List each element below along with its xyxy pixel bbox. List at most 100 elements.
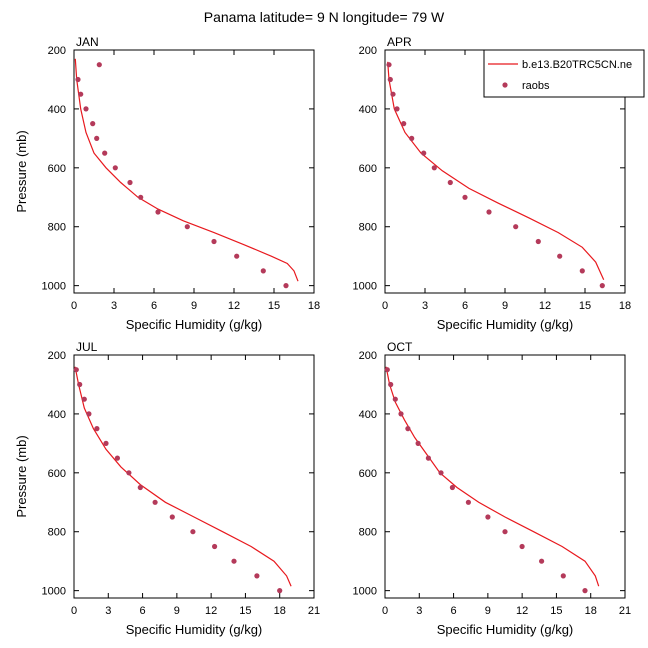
page-title: Panama latitude= 9 N longitude= 79 W [204,9,445,25]
raobs-point [83,106,89,112]
y-axis-label: Pressure (mb) [14,435,29,517]
raobs-point [169,514,175,520]
raobs-point [138,194,144,200]
x-tick-label: 0 [382,605,388,617]
raobs-point [425,455,431,461]
raobs-point [394,106,400,112]
raobs-point [94,135,100,141]
raobs-point [438,470,444,476]
raobs-point [449,484,455,491]
raobs-point [78,91,84,97]
x-tick-label: 6 [140,605,146,617]
raobs-point [535,238,541,245]
x-tick-label: 12 [205,605,217,617]
x-tick-label: 15 [239,605,251,617]
raobs-point [388,381,394,388]
model-line [74,366,292,587]
raobs-point [519,543,525,550]
raobs-point [421,150,427,156]
raobs-point [94,426,100,432]
y-tick-label: 200 [359,45,377,57]
raobs-point [384,367,390,373]
raobs-point [582,588,588,594]
model-line [74,58,299,282]
plot-frame [73,354,315,599]
panel-jul: 0 3 6 9 12 15 18 21 200 400 600 800 1000 JUL Specific … [14,340,320,637]
x-tick-label: 12 [516,605,528,617]
raobs-point [260,268,266,274]
raobs-point [90,121,96,127]
raobs-point [212,543,218,550]
raobs-point [103,440,109,446]
raobs-point [447,179,453,186]
x-tick-label: 21 [619,605,631,617]
raobs-point [485,514,491,520]
y-tick-label: 800 [48,222,66,234]
y-tick-label: 800 [48,527,66,539]
raobs-point [465,499,471,505]
x-axis-label: Specific Humidity (g/kg) [437,317,574,332]
raobs-point [152,499,158,505]
raobs-point [387,76,393,83]
model-line [385,366,600,587]
raobs-point [579,268,585,274]
raobs-point [599,283,605,289]
x-tick-label: 18 [585,605,597,617]
raobs-point [415,440,421,446]
raobs-point [184,224,190,230]
y-tick-label: 600 [48,163,66,175]
panel-jan: 0 3 6 9 12 15 18 200 400 600 800 1000 JAN Specific Hu… [14,35,320,332]
x-tick-label: 0 [71,300,77,312]
x-axis-label: Specific Humidity (g/kg) [437,622,574,637]
x-tick-label: 9 [485,605,491,617]
legend-dot-swatch [502,82,508,88]
raobs-point [557,253,563,259]
x-tick-label: 9 [191,300,197,312]
raobs-point [190,529,196,535]
panels: 0 3 6 9 12 15 18 200 400 600 800 1000 JAN Specific Hu… [14,35,631,637]
raobs-point [127,179,133,186]
raobs-point [137,484,143,491]
y-tick-label: 400 [359,104,377,116]
raobs-point [277,588,283,594]
x-tick-label: 9 [502,300,508,312]
raobs-point [126,470,132,476]
y-tick-label: 1000 [353,281,377,293]
raobs-point [254,573,260,579]
raobs-point [211,238,217,245]
x-tick-label: 3 [416,605,422,617]
y-tick-label: 800 [359,527,377,539]
y-tick-label: 600 [48,468,66,480]
y-tick-label: 1000 [42,586,66,598]
raobs-point [86,411,92,417]
raobs-point [486,209,492,215]
y-tick-label: 200 [48,45,66,57]
raobs-point [386,62,392,68]
x-tick-label: 18 [619,300,631,312]
x-tick-label: 18 [274,605,286,617]
x-tick-label: 9 [174,605,180,617]
x-tick-label: 12 [228,300,240,312]
panel-title: APR [387,35,412,49]
x-tick-label: 15 [579,300,591,312]
y-tick-label: 600 [359,468,377,480]
panel-title: JAN [76,35,99,49]
panel-title: JUL [76,340,98,354]
x-tick-label: 3 [111,300,117,312]
raobs-point [390,91,396,97]
raobs-point [398,411,404,417]
x-axis-label: Specific Humidity (g/kg) [126,317,263,332]
raobs-point [155,209,161,215]
x-tick-label: 18 [308,300,320,312]
raobs-point [81,396,87,402]
legend-obs-label: raobs [522,80,550,92]
y-tick-label: 1000 [42,281,66,293]
raobs-point [75,76,81,83]
y-axis-label: Pressure (mb) [14,130,29,212]
y-tick-label: 200 [48,350,66,362]
legend-box [483,49,645,98]
raobs-point [392,396,398,402]
panel-oct: 0 3 6 9 12 15 18 21 200 400 600 800 1000 OCT Specific … [353,340,632,637]
x-tick-label: 12 [539,300,551,312]
panel-title: OCT [387,340,413,354]
